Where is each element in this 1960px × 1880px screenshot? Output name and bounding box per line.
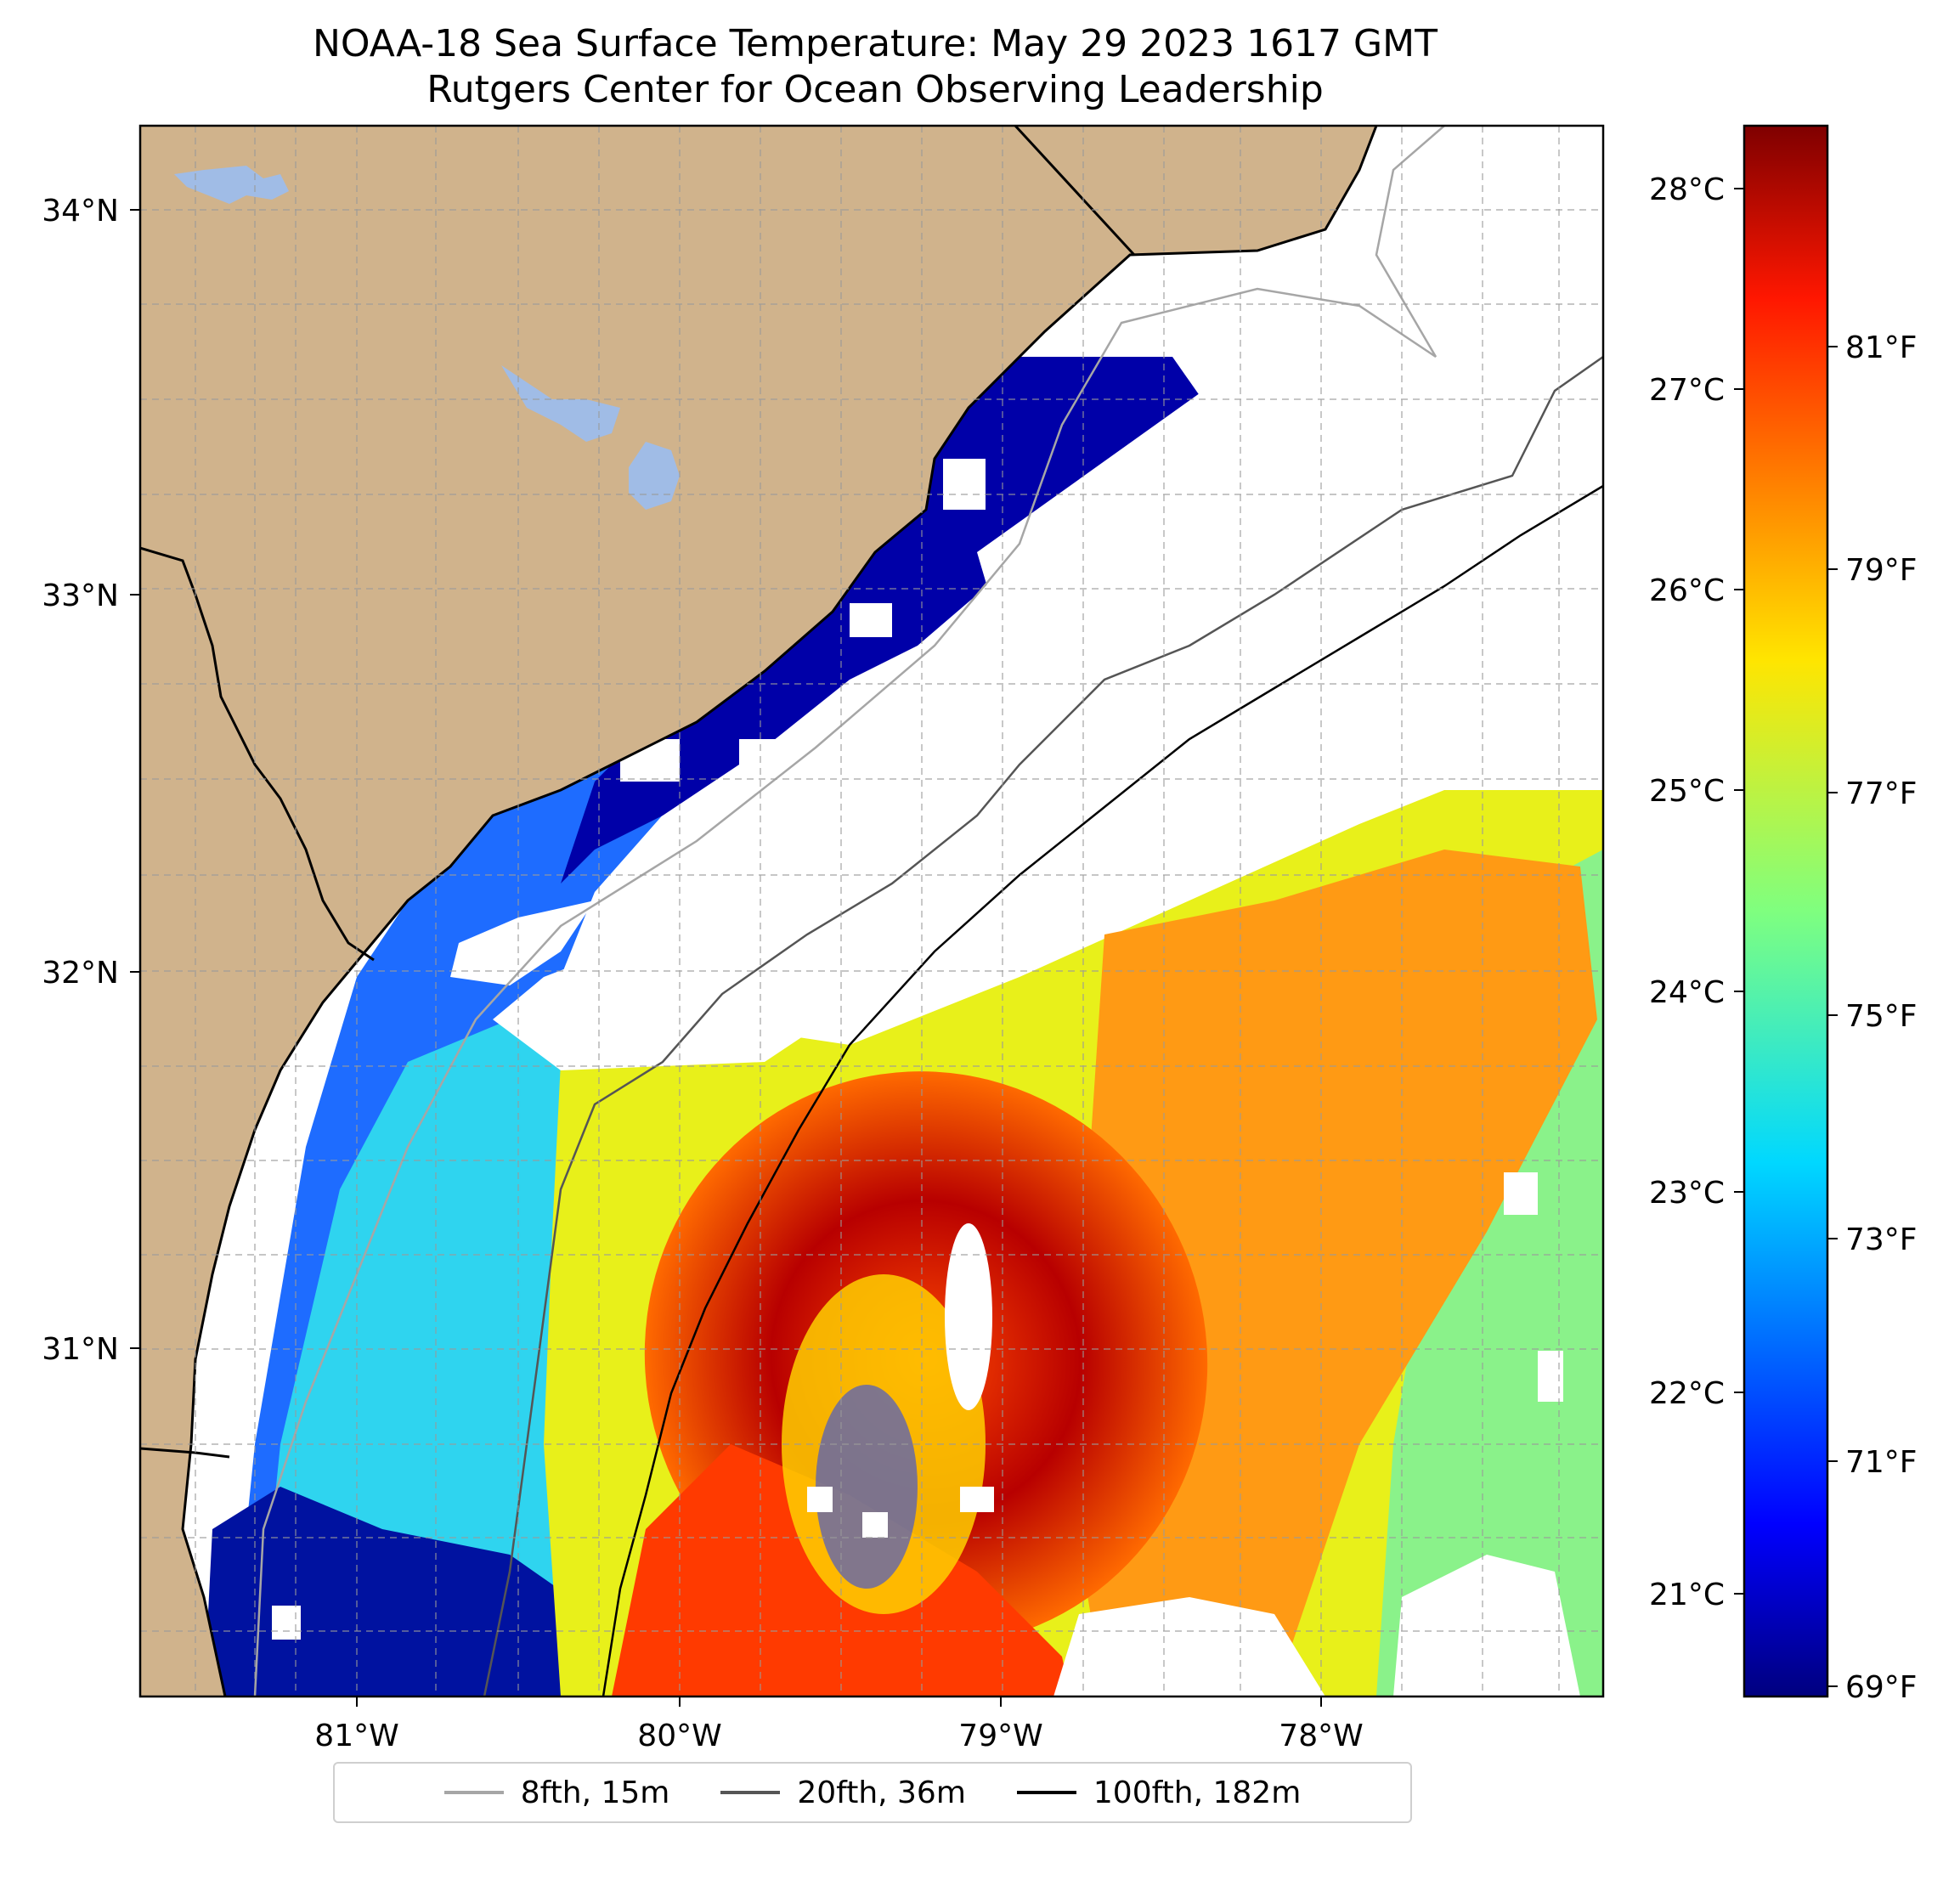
celsius-tick-label: 26°C [1649, 573, 1725, 608]
legend-item-8fth: 8fth, 15m [443, 1775, 670, 1810]
colorbar-gradient [1743, 124, 1829, 1698]
fahrenheit-tick-label: 75°F [1845, 999, 1918, 1034]
fahrenheit-tick-label: 81°F [1845, 330, 1918, 365]
lon-tick-label: 79°W [958, 1719, 1042, 1753]
map-title: NOAA-18 Sea Surface Temperature: May 29 … [313, 22, 1438, 65]
lon-tick-label: 81°W [314, 1719, 398, 1753]
fahrenheit-tick-label: 69°F [1845, 1670, 1918, 1705]
fahrenheit-tick-label: 77°F [1845, 776, 1918, 811]
legend-label: 8fth, 15m [520, 1775, 670, 1810]
lat-tick-label: 33°N [42, 579, 119, 613]
cloud-gaps [272, 255, 1603, 1697]
lakes [174, 166, 680, 510]
celsius-tick-label: 23°C [1649, 1176, 1725, 1211]
celsius-tick-label: 25°C [1649, 774, 1725, 809]
celsius-tick-label: 24°C [1649, 975, 1725, 1010]
longitude-axis: 81°W 80°W 79°W 78°W [314, 1697, 1364, 1753]
map-frame [138, 124, 1605, 1698]
sst-field [204, 357, 1603, 1697]
legend-swatch [443, 1791, 504, 1794]
legend-label: 20fth, 36m [797, 1775, 966, 1810]
gridlines [140, 126, 1603, 1697]
legend-item-20fth: 20fth, 36m [720, 1776, 966, 1810]
land [140, 126, 1376, 1697]
legend-item-100fth: 100fth, 182m [1016, 1775, 1302, 1810]
lat-tick-label: 32°N [42, 956, 119, 991]
celsius-tick-label: 28°C [1649, 172, 1725, 207]
sst-dark-blue-south [204, 1487, 612, 1697]
lon-tick-label: 80°W [637, 1719, 721, 1753]
legend-swatch [720, 1791, 781, 1794]
latitude-axis: 34°N 33°N 32°N 31°N [42, 194, 140, 1367]
lon-tick-label: 78°W [1279, 1719, 1363, 1753]
fahrenheit-tick-label: 71°F [1845, 1445, 1918, 1480]
isobath-100fth [602, 484, 1603, 1697]
map-canvas [140, 126, 1603, 1697]
colorbar: 28°C 27°C 26°C 25°C 24°C 23°C 22°C 21°C … [1649, 124, 1918, 1705]
celsius-tick-label: 22°C [1649, 1376, 1725, 1411]
fahrenheit-tick-label: 79°F [1845, 553, 1918, 588]
celsius-tick-label: 27°C [1649, 373, 1725, 408]
sst-orange-band [1062, 850, 1597, 1697]
lat-tick-label: 31°N [42, 1332, 119, 1367]
celsius-tick-label: 21°C [1649, 1578, 1725, 1612]
sst-dark-blue-nearshore [561, 357, 1232, 884]
fahrenheit-tick-label: 73°F [1845, 1222, 1918, 1257]
legend-label: 100fth, 182m [1093, 1775, 1302, 1810]
legend-swatch [1016, 1791, 1076, 1794]
coastline [181, 126, 1378, 1697]
colorbar-celsius-axis: 28°C 27°C 26°C 25°C 24°C 23°C 22°C 21°C [1649, 172, 1744, 1612]
map-subtitle: Rutgers Center for Ocean Observing Leade… [426, 68, 1324, 111]
lat-tick-label: 34°N [42, 194, 119, 229]
isobath-legend: 8fth, 15m 20fth, 36m 100fth, 182m [333, 1762, 1412, 1823]
colorbar-fahrenheit-axis: 81°F 79°F 77°F 75°F 73°F 71°F 69°F [1827, 330, 1918, 1705]
